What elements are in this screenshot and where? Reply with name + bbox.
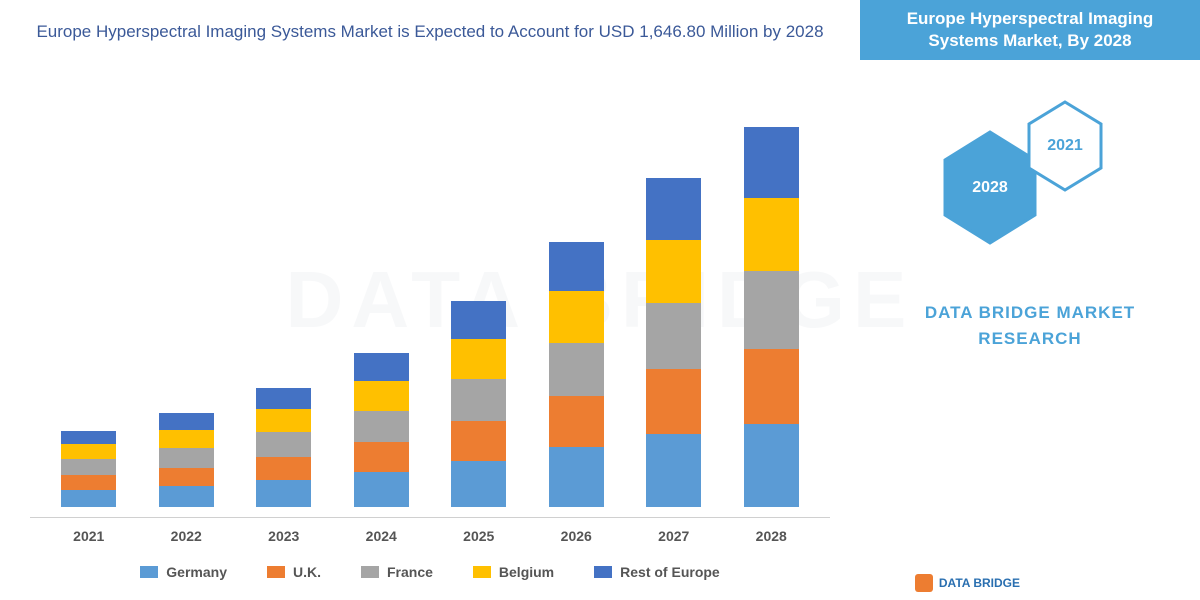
x-axis-label: 2025	[449, 528, 509, 544]
legend-item: Belgium	[473, 564, 554, 580]
bar-column	[741, 127, 801, 507]
bar-segment	[159, 448, 214, 468]
bar-segment	[256, 432, 311, 457]
bar-segment	[549, 396, 604, 447]
bar-segment	[256, 409, 311, 432]
legend-label: Germany	[166, 564, 227, 580]
legend-label: Belgium	[499, 564, 554, 580]
bar-column	[449, 301, 509, 507]
legend-label: U.K.	[293, 564, 321, 580]
legend-label: Rest of Europe	[620, 564, 720, 580]
bar-segment	[354, 353, 409, 381]
bar-segment	[451, 339, 506, 379]
bar-segment	[646, 434, 701, 507]
legend-swatch	[267, 566, 285, 578]
x-axis-label: 2028	[741, 528, 801, 544]
chart-section: Europe Hyperspectral Imaging Systems Mar…	[0, 0, 860, 600]
bar-stack	[451, 301, 506, 507]
bar-stack	[159, 413, 214, 507]
bar-column	[156, 413, 216, 507]
bar-segment	[646, 303, 701, 369]
bar-segment	[549, 242, 604, 292]
legend-swatch	[594, 566, 612, 578]
legend-item: France	[361, 564, 433, 580]
main-container: Europe Hyperspectral Imaging Systems Mar…	[0, 0, 1200, 600]
bar-segment	[354, 472, 409, 507]
bar-segment	[646, 178, 701, 239]
bar-segment	[549, 291, 604, 342]
bar-segment	[256, 457, 311, 480]
legend-item: U.K.	[267, 564, 321, 580]
bar-segment	[549, 343, 604, 396]
bar-segment	[646, 240, 701, 303]
bar-column	[59, 431, 119, 507]
bar-column	[351, 353, 411, 507]
bar-segment	[159, 468, 214, 486]
bar-segment	[61, 475, 116, 490]
bar-segment	[159, 430, 214, 448]
chart-legend: Germany U.K. France Belgium Rest of Europe	[30, 564, 830, 580]
bar-segment	[159, 413, 214, 430]
legend-item: Germany	[140, 564, 227, 580]
x-axis-labels: 2021 2022 2023 2024 2025 2026 2027 2028	[30, 518, 830, 544]
hexagon-2021: 2021	[1025, 100, 1105, 192]
chart-area	[30, 74, 830, 518]
bar-stack	[256, 388, 311, 507]
x-axis-label: 2022	[156, 528, 216, 544]
x-axis-label: 2027	[644, 528, 704, 544]
bar-segment	[451, 301, 506, 339]
x-axis-label: 2021	[59, 528, 119, 544]
bar-column	[546, 242, 606, 507]
bar-segment	[744, 424, 799, 507]
legend-item: Rest of Europe	[594, 564, 720, 580]
legend-swatch	[473, 566, 491, 578]
bar-segment	[451, 461, 506, 507]
side-panel-title: Europe Hyperspectral Imaging Systems Mar…	[880, 0, 1180, 60]
hexagon-group: 2028 2021	[930, 100, 1130, 250]
bar-segment	[451, 421, 506, 461]
bar-segment	[354, 411, 409, 443]
hexagon-2028-label: 2028	[972, 179, 1008, 197]
bar-stack	[646, 178, 701, 507]
bar-segment	[549, 447, 604, 507]
legend-swatch	[140, 566, 158, 578]
bar-stack	[744, 127, 799, 507]
bar-segment	[744, 271, 799, 349]
side-panel: Europe Hyperspectral Imaging Systems Mar…	[860, 0, 1200, 600]
brand-text: DATA BRIDGE MARKET RESEARCH	[880, 300, 1180, 351]
bar-column	[644, 178, 704, 507]
bar-stack	[549, 242, 604, 507]
x-axis-label: 2024	[351, 528, 411, 544]
bar-segment	[744, 198, 799, 271]
legend-swatch	[361, 566, 379, 578]
bar-segment	[256, 388, 311, 410]
bar-segment	[61, 444, 116, 459]
bar-segment	[744, 127, 799, 198]
bar-segment	[61, 490, 116, 507]
bar-stack	[354, 353, 409, 507]
bar-segment	[451, 379, 506, 420]
chart-title: Europe Hyperspectral Imaging Systems Mar…	[30, 20, 830, 44]
bar-segment	[354, 381, 409, 411]
x-axis-label: 2023	[254, 528, 314, 544]
bar-segment	[744, 349, 799, 424]
bar-segment	[354, 442, 409, 472]
bar-segment	[646, 369, 701, 434]
bar-segment	[61, 431, 116, 444]
bar-segment	[61, 459, 116, 476]
bar-segment	[256, 480, 311, 507]
hexagon-2021-label: 2021	[1047, 137, 1083, 155]
bar-segment	[159, 486, 214, 507]
x-axis-label: 2026	[546, 528, 606, 544]
bar-stack	[61, 431, 116, 507]
legend-label: France	[387, 564, 433, 580]
bar-column	[254, 388, 314, 507]
